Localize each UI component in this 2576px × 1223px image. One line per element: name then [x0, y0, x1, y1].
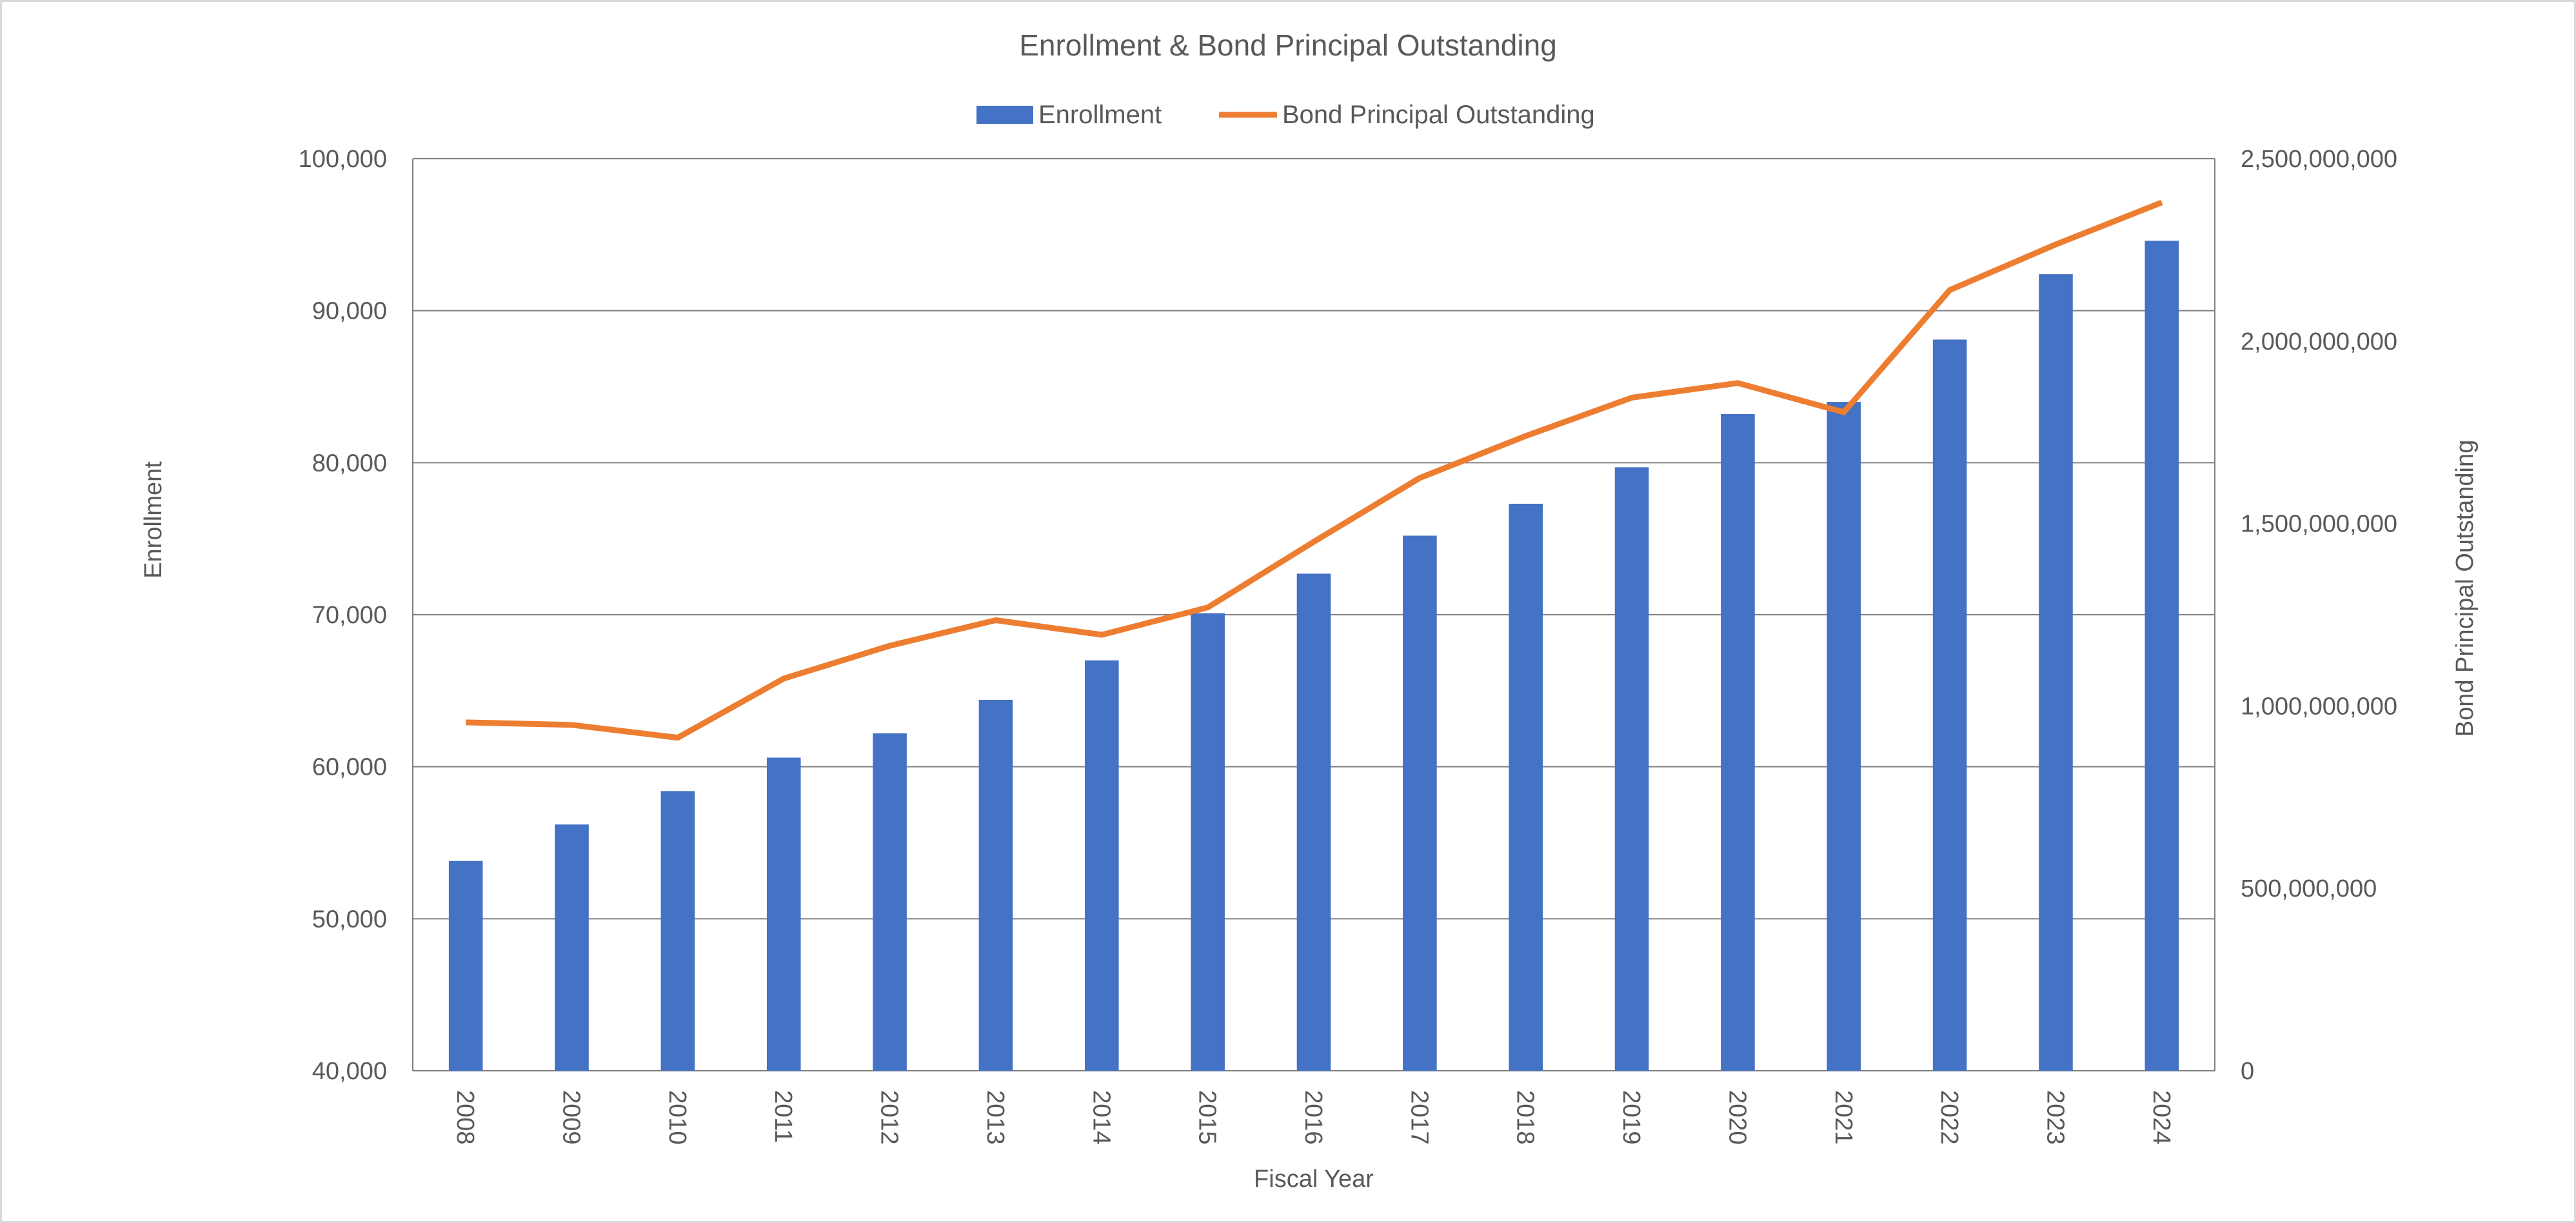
right-axis-ticks: 0 500,000,000 1,000,000,000 1,500,000,000 2,… — [2241, 146, 2397, 1085]
bar-enrollment-2015 — [1191, 613, 1225, 1071]
left-tick-label: 90,000 — [312, 298, 387, 325]
x-tick-label: 2013 — [982, 1090, 1009, 1145]
x-tick-label: 2010 — [664, 1090, 691, 1145]
x-tick-label: 2012 — [876, 1090, 903, 1145]
right-tick-label: 2,000,000,000 — [2241, 328, 2397, 355]
bar-enrollment-2018 — [1509, 503, 1543, 1071]
bar-enrollment-2009 — [555, 824, 589, 1071]
legend-swatch-enrollment — [976, 106, 1033, 124]
x-tick-label: 2016 — [1300, 1090, 1327, 1145]
x-tick-label: 2017 — [1405, 1090, 1432, 1145]
bar-enrollment-2012 — [873, 733, 907, 1071]
x-tick-label: 2008 — [451, 1090, 479, 1145]
right-tick-label: 500,000,000 — [2241, 875, 2377, 902]
left-tick-label: 70,000 — [312, 602, 387, 629]
bar-enrollment-2008 — [448, 860, 483, 1071]
x-tick-label: 2023 — [2041, 1090, 2068, 1145]
legend-label-bond: Bond Principal Outstanding — [1282, 101, 1595, 129]
x-tick-label: 2018 — [1512, 1090, 1539, 1145]
x-tick-label: 2009 — [558, 1090, 585, 1145]
chart-title: Enrollment & Bond Principal Outstanding — [1019, 28, 1557, 62]
gridlines — [412, 158, 2215, 1071]
x-tick-label: 2011 — [769, 1090, 797, 1143]
bar-enrollment-2020 — [1721, 413, 1755, 1071]
bar-enrollment-2023 — [2039, 274, 2073, 1071]
left-tick-label: 50,000 — [312, 906, 387, 933]
left-tick-label: 80,000 — [312, 450, 387, 477]
bar-enrollment-2017 — [1403, 535, 1437, 1071]
left-tick-label: 100,000 — [299, 146, 387, 173]
x-tick-label: 2021 — [1830, 1090, 1857, 1145]
bar-enrollment-2011 — [766, 757, 801, 1071]
x-tick-label: 2014 — [1087, 1090, 1115, 1145]
right-tick-label: 0 — [2241, 1058, 2254, 1085]
x-tick-label: 2024 — [2148, 1090, 2175, 1145]
bond-line — [466, 199, 2163, 741]
bar-enrollment-2014 — [1084, 660, 1119, 1071]
x-axis-title: Fiscal Year — [1254, 1166, 1374, 1193]
bar-enrollment-2022 — [1932, 339, 1967, 1071]
right-tick-label: 2,500,000,000 — [2241, 146, 2397, 173]
left-tick-label: 40,000 — [312, 1058, 387, 1085]
x-tick-label: 2015 — [1194, 1090, 1221, 1145]
x-tick-label: 2019 — [1618, 1090, 1645, 1145]
x-axis-ticks: 2008 2009 2010 2011 2012 2013 2014 2015 2016 2017… — [451, 1090, 2175, 1145]
bar-enrollment-2016 — [1296, 573, 1331, 1071]
bar-enrollment-2010 — [660, 791, 695, 1071]
legend-label-enrollment: Enrollment — [1038, 101, 1162, 129]
y-axis-title: Enrollment — [140, 461, 167, 579]
legend: Enrollment Bond Principal Outstanding — [976, 101, 1595, 129]
left-axis-ticks: 40,000 50,000 60,000 70,000 80,000 90,000 100,… — [299, 146, 387, 1085]
x-tick-label: 2022 — [1936, 1090, 1963, 1145]
bar-enrollment-2024 — [2145, 241, 2179, 1071]
bar-enrollment-2021 — [1827, 402, 1861, 1071]
left-tick-label: 60,000 — [312, 754, 387, 781]
bar-enrollment-2013 — [978, 699, 1013, 1071]
enrollment-bars — [448, 241, 2179, 1071]
y2-axis-title: Bond Principal Outstanding — [2452, 440, 2479, 737]
bar-enrollment-2019 — [1614, 467, 1649, 1071]
right-tick-label: 1,500,000,000 — [2241, 511, 2397, 538]
x-tick-label: 2020 — [1723, 1090, 1750, 1145]
right-tick-label: 1,000,000,000 — [2241, 693, 2397, 720]
